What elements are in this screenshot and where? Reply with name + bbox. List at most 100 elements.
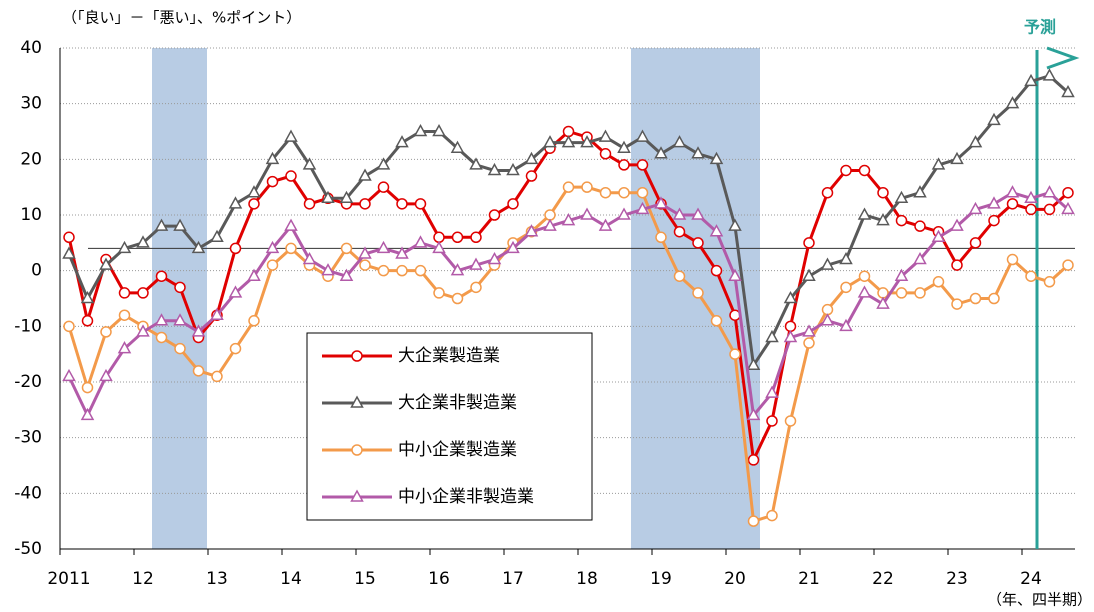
marker (710, 315, 723, 327)
marker (894, 268, 909, 281)
marker (118, 309, 131, 321)
marker (210, 229, 224, 243)
marker (561, 135, 576, 148)
marker (191, 324, 206, 337)
y-tick-label: 40 (20, 38, 42, 58)
marker (839, 251, 853, 265)
marker (303, 198, 316, 210)
marker (1006, 198, 1019, 210)
y-tick-label: -40 (14, 483, 42, 503)
x-tick-label: 20 (724, 569, 746, 589)
marker (765, 329, 779, 343)
marker (654, 146, 668, 159)
marker (618, 159, 630, 171)
x-tick-label: 13 (206, 569, 228, 589)
shaded-period (152, 48, 207, 549)
marker (1006, 253, 1019, 266)
marker (562, 125, 575, 138)
marker (765, 385, 779, 398)
legend-marker (350, 489, 364, 502)
y-tick-label: 30 (20, 94, 42, 114)
marker (894, 190, 909, 204)
marker (969, 292, 982, 305)
marker (636, 159, 649, 171)
marker (81, 381, 94, 394)
marker (543, 135, 557, 148)
marker (987, 112, 1001, 126)
marker (561, 213, 576, 226)
marker (173, 218, 187, 231)
marker (302, 251, 317, 265)
marker (414, 198, 427, 210)
marker (377, 264, 390, 277)
marker (191, 240, 206, 254)
marker (487, 251, 502, 265)
marker (469, 257, 483, 270)
marker (229, 242, 242, 255)
marker (692, 287, 704, 299)
marker (433, 287, 445, 299)
marker (802, 324, 816, 337)
marker (543, 218, 557, 231)
marker (710, 264, 723, 277)
marker (450, 263, 465, 276)
marker (729, 348, 741, 360)
x-tick-label: 21 (798, 569, 820, 589)
marker (470, 281, 482, 294)
marker (414, 264, 427, 277)
marker (562, 181, 575, 193)
marker (803, 237, 815, 249)
marker (1043, 276, 1056, 288)
marker (396, 264, 408, 277)
marker (118, 287, 131, 299)
legend-box (306, 332, 593, 521)
marker (525, 170, 538, 182)
marker (99, 368, 113, 382)
marker (635, 201, 650, 215)
marker (802, 268, 816, 281)
marker (228, 196, 243, 209)
marker (784, 320, 797, 333)
marker (747, 515, 760, 527)
marker (987, 196, 1001, 209)
marker (395, 135, 409, 148)
marker (692, 237, 704, 249)
y-tick-label: -50 (14, 539, 42, 559)
marker (358, 246, 372, 259)
marker (914, 287, 926, 299)
marker (820, 257, 835, 270)
x-tick-label: 15 (354, 569, 376, 589)
marker (895, 214, 908, 227)
marker (599, 148, 612, 160)
marker (1042, 185, 1057, 198)
legend-marker (351, 444, 363, 456)
marker (1061, 84, 1075, 98)
marker (413, 123, 428, 137)
marker (432, 123, 446, 137)
forecast-label: 予測 (1024, 18, 1056, 37)
x-tick-label: 14 (280, 569, 302, 589)
marker (229, 342, 242, 355)
marker (1005, 96, 1020, 109)
marker (950, 151, 964, 165)
marker (1005, 185, 1020, 198)
marker (1061, 201, 1075, 215)
marker (598, 129, 613, 142)
marker (877, 186, 889, 199)
marker (524, 224, 539, 237)
marker (950, 218, 964, 231)
legend-label: 中小企業非製造業 (398, 487, 534, 507)
marker (100, 326, 112, 338)
marker (820, 313, 835, 326)
marker (451, 231, 464, 244)
marker (450, 140, 465, 153)
marker (655, 231, 667, 244)
marker (63, 320, 75, 333)
marker (266, 259, 279, 271)
marker (803, 337, 815, 349)
marker (451, 292, 464, 305)
marker (376, 240, 391, 254)
y-tick-label: 0 (31, 261, 42, 281)
marker (81, 315, 94, 327)
